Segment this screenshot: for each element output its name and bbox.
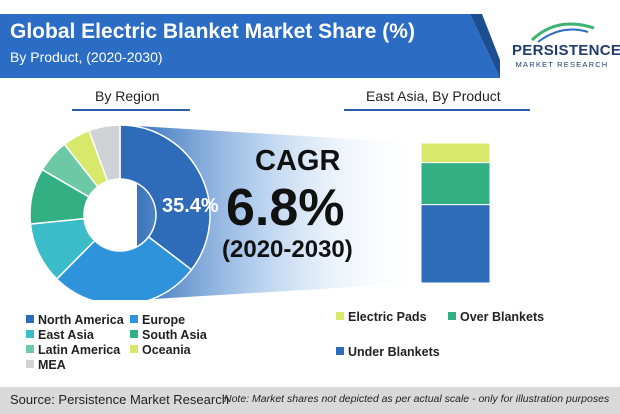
legend-label: North America: [38, 313, 124, 327]
product-stacked-bar: [420, 142, 491, 284]
legend-label: Electric Pads: [348, 310, 427, 324]
legend-item-mea: MEA: [26, 358, 66, 372]
legend-swatch: [26, 360, 34, 368]
legend-item-south-asia: South Asia: [130, 328, 207, 342]
legend-swatch: [336, 347, 344, 355]
legend-label: South Asia: [142, 328, 207, 342]
legend-swatch: [336, 312, 344, 320]
footer-note: Note: Market shares not depicted as per …: [224, 393, 610, 405]
cagr-beam: [137, 126, 420, 300]
persistence-logo: PERSISTENCE MARKET RESEARCH: [512, 20, 620, 78]
right-section-underline: [344, 109, 530, 111]
cagr-period: (2020-2030): [222, 236, 353, 263]
legend-label: East Asia: [38, 328, 94, 342]
donut-slice-north-america: [119, 124, 211, 271]
cagr-label: CAGR: [255, 145, 341, 177]
bar-segment-under-blankets: [420, 204, 491, 284]
left-section-underline: [72, 109, 190, 111]
legend-item-electric-pads: Electric Pads: [336, 310, 427, 324]
legend-swatch: [130, 330, 138, 338]
right-section-label: East Asia, By Product: [366, 88, 501, 104]
legend-swatch: [26, 330, 34, 338]
cagr-value: 6.8%: [226, 179, 345, 237]
bar-segment-electric-pads: [420, 142, 491, 164]
legend-swatch: [26, 345, 34, 353]
legend-label: Oceania: [142, 343, 191, 357]
bar-segment-over-blankets: [420, 162, 491, 206]
legend-swatch: [130, 315, 138, 323]
legend-item-under-blankets: Under Blankets: [336, 345, 440, 359]
region-donut: [29, 124, 211, 300]
footer-bar: Source: Persistence Market Research Note…: [0, 387, 620, 414]
legend-label: Europe: [142, 313, 186, 327]
header-banner: Global Electric Blanket Market Share (%)…: [0, 0, 500, 78]
legend-item-oceania: Oceania: [130, 343, 191, 357]
legend-swatch: [130, 345, 138, 353]
legend-item-over-blankets: Over Blankets: [448, 310, 544, 324]
chart-title: Global Electric Blanket Market Share (%): [10, 20, 415, 43]
donut-slice-mea: [88, 124, 121, 183]
legend-item-europe: Europe: [130, 313, 185, 327]
legend-item-north-america: North America: [26, 313, 124, 327]
logo-name: PERSISTENCE: [512, 42, 620, 59]
legend-swatch: [448, 312, 456, 320]
chart-canvas: [29, 124, 491, 300]
legend-label: Latin America: [38, 343, 121, 357]
legend-swatch: [26, 315, 34, 323]
left-section-label: By Region: [95, 88, 160, 104]
donut-slice-europe: [55, 235, 193, 300]
footer-source: Source: Persistence Market Research: [10, 392, 229, 407]
chart-subtitle: By Product, (2020-2030): [10, 49, 163, 65]
legend-label: MEA: [38, 358, 66, 372]
logo-swoosh-icon: [530, 22, 595, 43]
legend-item-latin-america: Latin America: [26, 343, 120, 357]
header-shape: [0, 14, 500, 78]
legend-label: Under Blankets: [348, 345, 440, 359]
legend-label: Over Blankets: [460, 310, 545, 324]
logo-tagline: MARKET RESEARCH: [515, 60, 609, 69]
north-america-share-label: 35.4%: [162, 195, 219, 217]
legend-item-east-asia: East Asia: [26, 328, 94, 342]
